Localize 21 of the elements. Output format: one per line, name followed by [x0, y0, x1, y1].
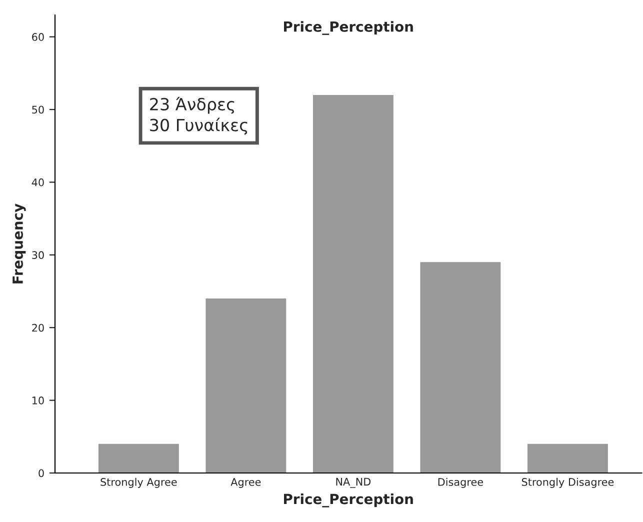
- annotation: 23 Άνδρες 30 Γυναίκες: [150, 96, 248, 135]
- y-tick-label: 60: [32, 33, 44, 41]
- bar: [206, 298, 286, 473]
- chart-title: Price_Perception: [284, 21, 413, 35]
- x-tick-label: Strongly Agree: [100, 478, 177, 488]
- x-tick-label: NA_ND: [336, 478, 371, 488]
- y-tick-label: 50: [32, 106, 44, 114]
- bar: [312, 94, 394, 473]
- x-tick-label: Disagree: [438, 478, 483, 488]
- bar: [527, 444, 608, 473]
- x-tick-label: Agree: [230, 478, 261, 488]
- y-tick-label: 20: [32, 324, 44, 332]
- y-tick-label: 10: [32, 396, 44, 404]
- bar: [420, 262, 501, 473]
- y-tick-label: 30: [32, 251, 44, 260]
- y-tick-label: 40: [32, 178, 44, 186]
- x-axis-title: Price_Perception: [284, 494, 413, 508]
- bar: [98, 444, 179, 473]
- y-tick-label: 0: [38, 469, 44, 478]
- y-axis-title: Frequency: [12, 204, 26, 284]
- x-tick-label: Strongly Disagree: [522, 478, 614, 488]
